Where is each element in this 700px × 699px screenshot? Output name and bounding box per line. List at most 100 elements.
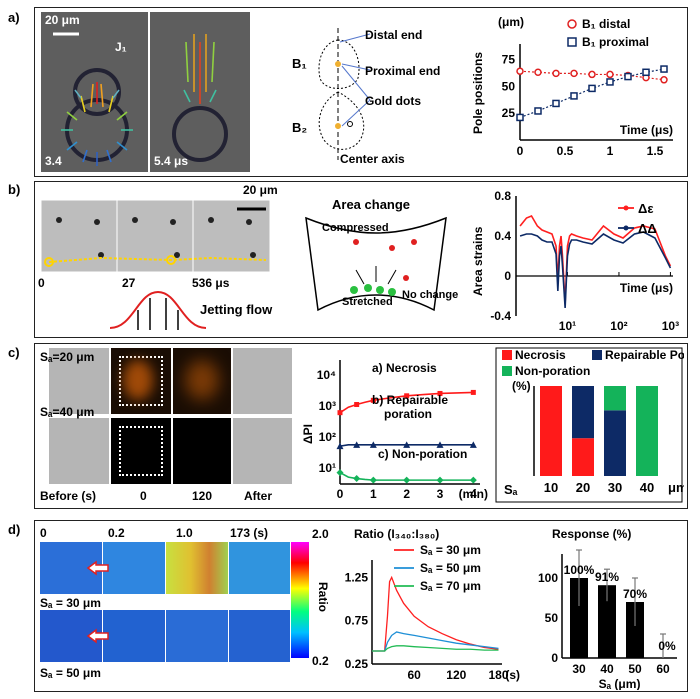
- x-axis-label: Time (μs): [620, 281, 673, 295]
- series-line: [339, 391, 474, 414]
- data-point: [534, 107, 542, 115]
- y-tick-label: 25: [502, 106, 516, 120]
- x-tick-label: 0: [517, 144, 524, 158]
- vector-field-drawing-right: [172, 34, 228, 162]
- pole-positions-chart: 0 0.5 1 1.5 25 50 75 (μm) Pole positions Time (μs…: [471, 15, 673, 158]
- data-point: [337, 410, 343, 416]
- y-axis-label: Pole positions: [471, 52, 485, 134]
- stacked-bar-segment: [572, 386, 594, 439]
- stacked-bar-segment: [604, 410, 626, 476]
- diagram-b1: B₁: [292, 56, 307, 71]
- x-tick-label: 50: [628, 662, 642, 676]
- data-point: [534, 68, 542, 77]
- delta-pi-chart: 0 1 2 3 4 10¹ 10² 10³ 10⁴ ΔPI (min) a) Necrosis b) R…: [301, 360, 488, 501]
- data-point: [552, 99, 560, 108]
- legend-swatch: [502, 350, 512, 360]
- legend-label: Sₐ = 50 μm: [420, 561, 481, 575]
- panel-label-d: d): [8, 522, 21, 537]
- no-change-label: No change: [402, 289, 459, 301]
- y-tick-label: 75: [502, 52, 516, 66]
- x-tick-label: 10³: [662, 319, 679, 333]
- series-line: [372, 645, 499, 652]
- x-axis-label: Time (μs): [620, 123, 673, 137]
- x-tick-label: 1: [607, 144, 614, 158]
- chart-title: Ratio (I₃₄₀:I₃₈₀): [354, 527, 439, 541]
- data-label: 91%: [595, 570, 619, 584]
- data-point: [336, 442, 344, 450]
- area-change-diagram: [305, 216, 447, 312]
- chart-title: Response (%): [552, 527, 631, 541]
- legend-label: Δε: [638, 201, 654, 216]
- bar: [570, 578, 588, 658]
- pi-row-bottom: [49, 418, 292, 484]
- data-point: [660, 76, 668, 84]
- x-tick-label: 2: [403, 487, 410, 501]
- legend-label: ΔΔ: [638, 221, 657, 236]
- y-tick-label: 0.4: [494, 229, 511, 243]
- legend-label: Sₐ = 30 μm: [420, 543, 481, 557]
- data-point: [624, 72, 632, 81]
- compressed-label: Compressed: [322, 222, 389, 234]
- stacked-bar-segment: [636, 386, 658, 476]
- colorbar: [291, 542, 309, 658]
- diagram-b2: B₂: [292, 120, 308, 135]
- series-label: poration: [384, 407, 432, 421]
- chart-frame: [495, 347, 683, 503]
- time-b-0: 0: [38, 276, 45, 290]
- data-point: [570, 92, 578, 100]
- legend-marker: [567, 19, 577, 29]
- panel-c: [34, 343, 688, 509]
- data-point: [353, 441, 361, 448]
- y-tick-label: 1.25: [345, 570, 369, 584]
- x-tick-label: 180: [488, 668, 508, 682]
- data-point: [370, 397, 376, 403]
- y-tick-label: 50: [502, 79, 516, 93]
- row-label-0: 0: [140, 489, 147, 503]
- poration-fraction-chart: (%) 10 20 30 40 Sₐ μm Necrosis Repairable Porati…: [495, 347, 684, 503]
- y-axis-label: ΔPI: [301, 424, 315, 444]
- bar: [626, 602, 644, 658]
- x-tick-label: 1: [370, 487, 377, 501]
- y-tick-label: 0.25: [345, 657, 369, 671]
- sd30-label: Sₐ = 30 μm: [40, 596, 101, 610]
- time-b-1: 27: [122, 276, 136, 290]
- colorbar-label: Ratio: [316, 582, 330, 612]
- x-tick-label: 20: [576, 480, 590, 495]
- ratio-row-bottom: [40, 610, 290, 662]
- panel-d: [34, 520, 688, 692]
- scale-bar-label-b: 20 μm: [243, 183, 278, 197]
- data-point: [588, 84, 596, 93]
- data-point: [516, 67, 524, 75]
- data-point: [336, 469, 344, 477]
- y-axis-label: Area strains: [471, 226, 485, 296]
- x-tick-label: 0: [337, 487, 344, 501]
- data-point: [403, 476, 411, 484]
- legend-label: B₁ distal: [582, 17, 630, 31]
- panel-b: [34, 181, 688, 338]
- colorbar-min: 0.2: [312, 654, 329, 668]
- x-axis-label: Sₐ (μm): [599, 677, 641, 690]
- diagram-gold: Gold dots: [365, 94, 421, 108]
- panel-label-b: b): [8, 182, 21, 197]
- jetting-flow-diagram: [109, 290, 207, 330]
- y-tick-label: 0: [504, 269, 511, 283]
- legend-label: Necrosis: [515, 348, 566, 362]
- series-line: [372, 575, 499, 652]
- stacked-bar-segment: [604, 386, 626, 411]
- time-d-3: 173 (s): [230, 526, 269, 540]
- y-tick-label: -0.4: [490, 309, 511, 323]
- response-chart: Response (%) 0 50 100 30 100% 40 91% 50 70% 60 0% Sₐ…: [538, 527, 677, 690]
- data-point: [369, 476, 377, 484]
- panel-a: [34, 7, 688, 177]
- x-tick-label: 10¹: [559, 319, 576, 333]
- sd20-label: Sₐ=20 μm: [40, 350, 95, 364]
- series-line: [372, 631, 499, 652]
- time-d-2: 1.0: [176, 526, 193, 540]
- legend-swatch: [502, 366, 512, 376]
- time-d-0: 0: [40, 526, 47, 540]
- legend-label: Repairable Poration: [605, 348, 684, 362]
- legend-marker: [623, 225, 629, 231]
- legend-label: B₁ proximal: [582, 35, 649, 49]
- time-label-a-right: 5.4 μs: [154, 154, 189, 168]
- time-label-a-left: 3.4: [45, 154, 62, 168]
